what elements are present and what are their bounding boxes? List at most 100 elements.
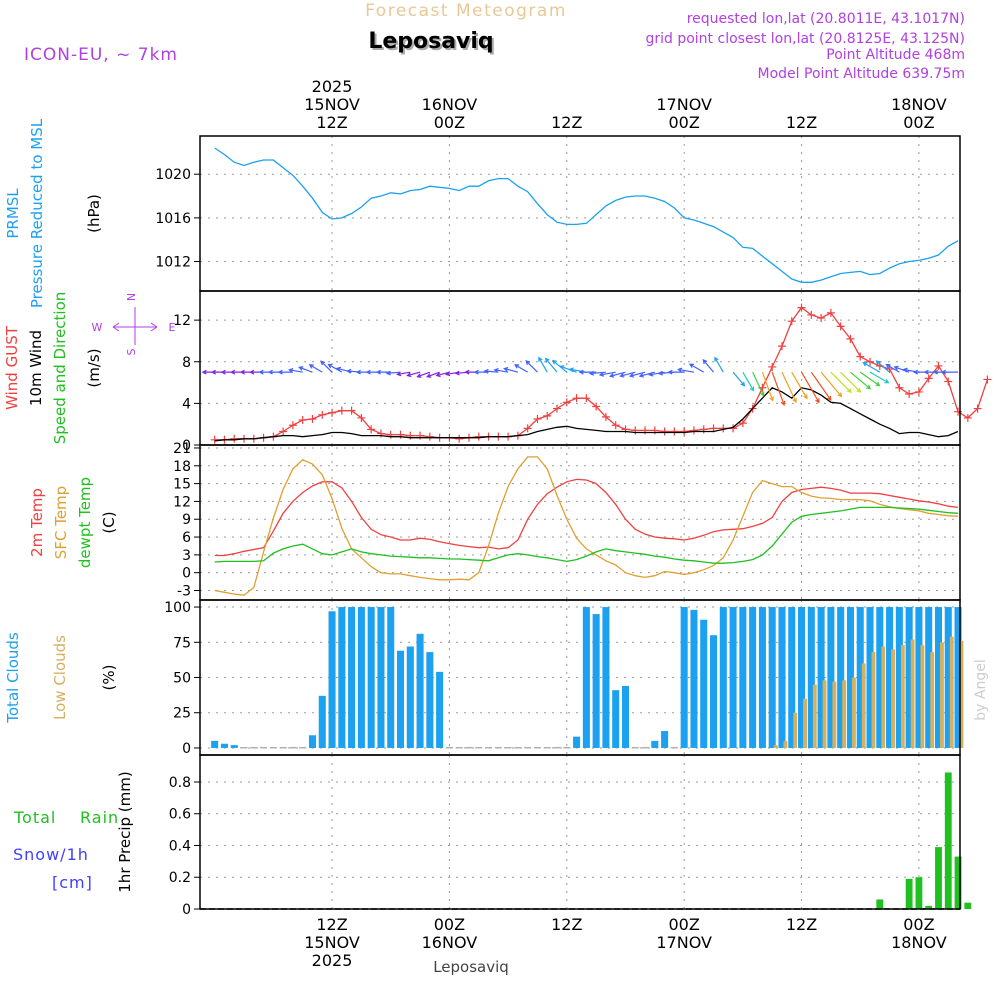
gust-marker: [562, 398, 571, 407]
wind-arrow: [538, 356, 548, 373]
low-cloud-bar: [891, 649, 895, 748]
gust-marker: [924, 374, 933, 383]
wind-arrow: [791, 371, 808, 400]
gust-marker: [328, 408, 337, 417]
y-tick-label: 1020: [155, 167, 191, 183]
wind-arrow: [801, 371, 820, 404]
total-cloud-bar: [837, 607, 845, 748]
wind-arrow: [840, 371, 862, 393]
gust-marker: [738, 419, 747, 428]
total-cloud-bar: [543, 746, 551, 749]
total-cloud-bar: [944, 607, 952, 748]
rain-bar: [925, 905, 933, 909]
rain-bar: [935, 847, 942, 909]
gust-marker: [416, 431, 425, 440]
wind-arrow: [688, 363, 705, 373]
compass-arrows: [112, 307, 158, 345]
rain-bar: [954, 856, 962, 909]
total-cloud-bar: [563, 746, 571, 749]
precip-label-total: Total: [13, 808, 56, 827]
total-cloud-bar: [455, 746, 463, 749]
time-label-top: 12Z: [316, 113, 347, 132]
total-cloud-bar: [357, 607, 365, 748]
y-tick-label: 21: [173, 441, 191, 457]
y-tick-label: 0: [182, 741, 191, 757]
compass-east: E: [169, 321, 176, 334]
total-cloud-bar: [367, 607, 375, 748]
y-tick-label: 100: [164, 600, 191, 616]
total-cloud-bar: [494, 746, 502, 749]
gust-marker: [582, 394, 591, 403]
wind-arrow: [810, 371, 832, 401]
y-tick-label: 0.2: [169, 870, 191, 886]
total-cloud-bar: [886, 607, 894, 748]
total-cloud-bar: [318, 695, 326, 748]
time-label-top: 15NOV: [304, 95, 360, 114]
panel-wind: 0 4 8 12 Wind GUST 10m Wind Speed and Directio…: [3, 290, 992, 454]
low-cloud-bar: [930, 652, 935, 748]
compass-north: N: [125, 293, 138, 301]
total-cloud-bar: [485, 746, 493, 749]
gust-marker: [826, 308, 835, 317]
low-cloud-bar: [871, 652, 876, 748]
panel-frame: [199, 444, 961, 601]
wind-arrow: [288, 367, 303, 373]
gust-marker: [337, 406, 346, 415]
gust-marker: [318, 410, 327, 419]
low-cloud-bar: [949, 636, 954, 748]
gust-marker: [768, 362, 777, 371]
wind-arrow: [628, 371, 646, 378]
total-cloud-bar: [279, 746, 287, 749]
wind-arrow: [568, 367, 587, 373]
low-cloud-bar: [783, 740, 788, 748]
panel-label: Speed and Direction: [51, 292, 69, 445]
y-tick-label: 1012: [155, 255, 191, 271]
low-cloud-bar: [940, 642, 944, 748]
time-label-bottom: 12Z: [786, 915, 817, 934]
total-cloud-bar: [299, 746, 307, 749]
series-10m-wind: [214, 387, 959, 442]
gust-marker: [963, 413, 972, 422]
panel-label: 2m Temp: [28, 488, 46, 557]
gust-marker: [944, 377, 953, 386]
gust-marker: [905, 390, 914, 399]
point-altitude: Point Altitude 468m: [826, 47, 965, 63]
total-cloud-bar: [915, 607, 923, 748]
plot-area-clouds: [211, 607, 964, 749]
rain-bar: [944, 772, 952, 909]
panel-frame: [199, 754, 961, 910]
total-cloud-bar: [445, 746, 453, 749]
total-cloud-bar: [348, 607, 356, 748]
total-cloud-bar: [749, 607, 757, 748]
total-cloud-bar: [250, 746, 258, 749]
y-tick-label: 3: [182, 548, 191, 564]
wind-arrow: [426, 371, 440, 378]
total-cloud-bar: [817, 607, 825, 748]
total-cloud-bar: [827, 607, 835, 748]
total-cloud-bar: [768, 607, 776, 748]
total-cloud-bar: [289, 746, 297, 749]
time-label-bottom: 00Z: [434, 915, 465, 934]
time-label-top: 00Z: [669, 113, 700, 132]
precip-label-snow: Snow/1h: [13, 845, 89, 864]
y-tick-label: 12: [173, 494, 191, 510]
gust-marker: [572, 394, 581, 403]
y-tick-label: 0: [182, 438, 191, 454]
y-tick-label: 0.8: [169, 775, 191, 791]
low-cloud-bar: [793, 712, 798, 748]
gust-marker: [631, 426, 640, 435]
total-cloud-bar: [524, 746, 532, 749]
panel-label: PRMSL: [4, 188, 22, 239]
series-dewpt-temp: [214, 506, 959, 564]
total-cloud-bar: [621, 685, 630, 748]
gust-marker: [543, 411, 552, 420]
time-label-top: 2025: [312, 77, 353, 96]
total-cloud-bar: [700, 619, 708, 748]
y-tick-label: 9: [182, 512, 191, 528]
total-cloud-bar: [876, 607, 884, 748]
wind-arrow: [781, 371, 797, 404]
compass-west: W: [92, 321, 103, 334]
